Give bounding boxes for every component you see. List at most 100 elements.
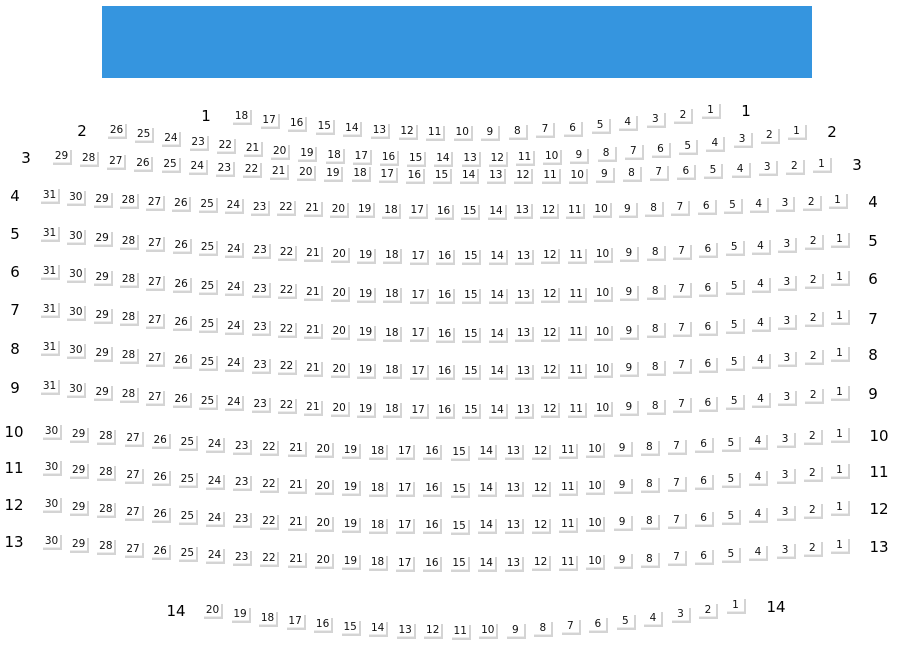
- seat[interactable]: 4: [752, 239, 771, 255]
- seat[interactable]: 23: [251, 283, 271, 299]
- seat[interactable]: 12: [541, 364, 561, 380]
- seat[interactable]: 19: [357, 287, 376, 303]
- seat[interactable]: 13: [461, 152, 481, 168]
- seat[interactable]: 7: [667, 476, 687, 492]
- seat[interactable]: 21: [304, 324, 324, 339]
- seat[interactable]: 11: [567, 287, 587, 303]
- seat[interactable]: 15: [461, 204, 481, 220]
- seat[interactable]: 11: [426, 125, 446, 141]
- seat[interactable]: 9: [620, 400, 640, 416]
- seat[interactable]: 11: [566, 203, 586, 219]
- seat[interactable]: 8: [640, 477, 660, 493]
- seat[interactable]: 11: [559, 555, 579, 571]
- seat[interactable]: 20: [271, 144, 291, 160]
- seat[interactable]: 30: [67, 229, 87, 245]
- seat[interactable]: 17: [352, 150, 372, 166]
- seat[interactable]: 25: [199, 317, 218, 333]
- seat[interactable]: 22: [278, 284, 297, 300]
- seat[interactable]: 28: [120, 273, 139, 289]
- seat[interactable]: 19: [231, 608, 251, 624]
- seat[interactable]: 2: [760, 129, 780, 145]
- seat[interactable]: 3: [776, 432, 796, 448]
- seat[interactable]: 29: [93, 270, 113, 286]
- seat[interactable]: 10: [594, 286, 613, 302]
- seat[interactable]: 16: [380, 151, 399, 167]
- seat[interactable]: 28: [120, 349, 139, 365]
- seat[interactable]: 9: [620, 247, 640, 263]
- seat[interactable]: 18: [351, 167, 371, 183]
- seat[interactable]: 10: [594, 401, 613, 417]
- seat[interactable]: 21: [303, 202, 323, 218]
- seat[interactable]: 17: [409, 403, 429, 419]
- seat[interactable]: 29: [93, 192, 113, 208]
- seat[interactable]: 2: [804, 312, 824, 328]
- seat[interactable]: 31: [41, 303, 60, 318]
- seat[interactable]: 8: [640, 514, 660, 530]
- seat[interactable]: 26: [172, 315, 192, 331]
- seat[interactable]: 4: [749, 471, 769, 487]
- seat[interactable]: 21: [270, 164, 290, 180]
- seat[interactable]: 27: [107, 154, 127, 170]
- seat[interactable]: 26: [108, 124, 127, 139]
- seat[interactable]: 25: [198, 198, 218, 214]
- seat[interactable]: 8: [646, 323, 666, 339]
- seat[interactable]: 29: [70, 500, 90, 516]
- seat[interactable]: 18: [383, 288, 403, 304]
- seat[interactable]: 14: [488, 289, 508, 305]
- seat[interactable]: 12: [541, 326, 561, 342]
- seat[interactable]: 8: [646, 284, 666, 300]
- seat[interactable]: 19: [357, 402, 376, 418]
- seat[interactable]: 15: [450, 482, 470, 498]
- seat[interactable]: 6: [699, 281, 719, 297]
- seat[interactable]: 27: [146, 313, 166, 329]
- seat[interactable]: 3: [733, 133, 753, 149]
- seat[interactable]: 29: [93, 346, 113, 362]
- seat[interactable]: 11: [451, 624, 471, 640]
- seat[interactable]: 12: [541, 403, 561, 419]
- seat[interactable]: 18: [369, 444, 389, 460]
- seat[interactable]: 24: [206, 548, 226, 564]
- seat[interactable]: 18: [383, 364, 403, 380]
- seat[interactable]: 23: [251, 244, 271, 260]
- seat[interactable]: 26: [172, 239, 192, 255]
- seat[interactable]: 7: [671, 201, 691, 217]
- seat[interactable]: 23: [251, 321, 271, 337]
- seat[interactable]: 27: [124, 505, 144, 521]
- seat[interactable]: 13: [396, 623, 416, 639]
- seat[interactable]: 2: [803, 466, 823, 482]
- seat[interactable]: 20: [330, 401, 350, 417]
- seat[interactable]: 6: [564, 121, 584, 137]
- seat[interactable]: 17: [396, 445, 416, 461]
- seat[interactable]: 17: [409, 249, 429, 265]
- seat[interactable]: 3: [778, 314, 798, 330]
- seat[interactable]: 23: [215, 161, 235, 177]
- seat[interactable]: 7: [667, 513, 687, 529]
- seat[interactable]: 11: [559, 444, 579, 460]
- seat[interactable]: 19: [341, 517, 361, 533]
- seat[interactable]: 16: [436, 250, 455, 265]
- seat[interactable]: 1: [813, 158, 832, 173]
- seat[interactable]: 14: [369, 622, 389, 638]
- seat[interactable]: 5: [722, 510, 742, 526]
- seat[interactable]: 6: [695, 438, 715, 454]
- seat[interactable]: 25: [161, 158, 181, 174]
- seat[interactable]: 30: [67, 267, 87, 283]
- seat[interactable]: 25: [178, 547, 198, 563]
- seat[interactable]: 24: [225, 281, 245, 297]
- seat[interactable]: 11: [567, 363, 587, 379]
- seat[interactable]: 31: [41, 227, 60, 242]
- seat[interactable]: 3: [671, 608, 691, 624]
- seat[interactable]: 9: [595, 167, 615, 183]
- seat[interactable]: 8: [646, 360, 666, 376]
- seat[interactable]: 20: [314, 554, 334, 570]
- seat[interactable]: 22: [278, 245, 297, 261]
- seat[interactable]: 12: [514, 169, 534, 185]
- seat[interactable]: 18: [383, 249, 403, 265]
- seat[interactable]: 20: [330, 286, 350, 302]
- seat[interactable]: 14: [477, 445, 497, 461]
- seat[interactable]: 1: [727, 599, 746, 614]
- seat[interactable]: 15: [462, 250, 482, 266]
- seat[interactable]: 21: [304, 400, 324, 416]
- seat[interactable]: 16: [423, 445, 443, 461]
- seat[interactable]: 27: [124, 432, 144, 448]
